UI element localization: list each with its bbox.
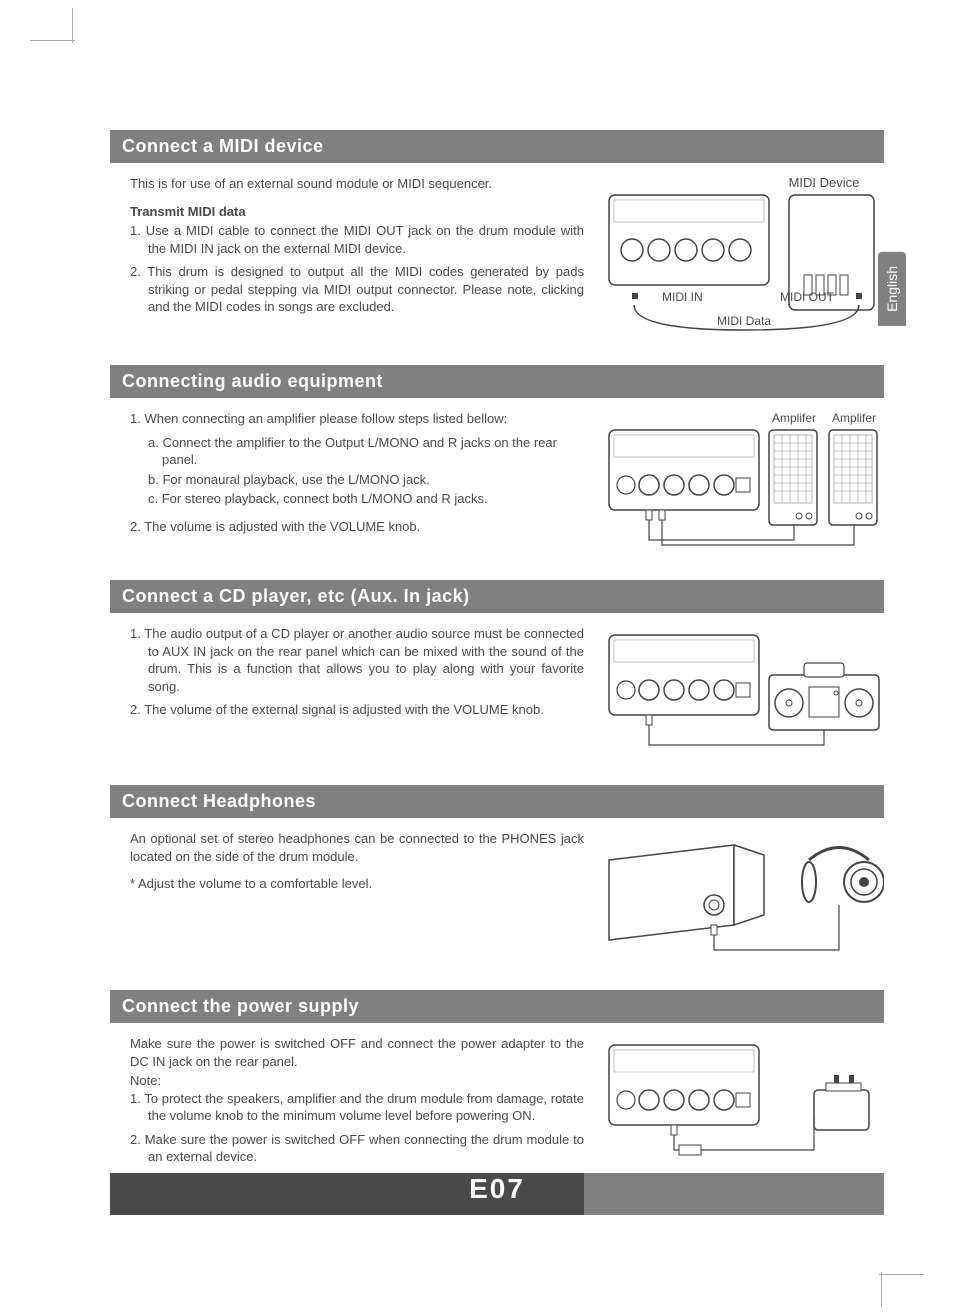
- audio-sub-c: c. For stereo playback, connect both L/M…: [130, 490, 584, 508]
- midi-diagram: MIDI Device MIDI IN MIDI OUT MIDI Data: [604, 175, 884, 345]
- audio-sub-a: a. Connect the amplifier to the Output L…: [130, 434, 584, 469]
- power-item-1: 1. To protect the speakers, amplifier an…: [130, 1090, 584, 1125]
- audio-item-1: 1. When connecting an amplifier please f…: [130, 410, 584, 428]
- power-item-2: 2. Make sure the power is switched OFF w…: [130, 1131, 584, 1166]
- svg-text:Amplifer: Amplifer: [832, 411, 876, 425]
- section-header-power: Connect the power supply: [110, 990, 884, 1023]
- page-number: E07: [469, 1173, 525, 1205]
- audio-diagram: Amplifer Amplifer: [604, 410, 884, 560]
- power-intro: Make sure the power is switched OFF and …: [130, 1035, 584, 1070]
- section-header-headphones: Connect Headphones: [110, 785, 884, 818]
- language-tab: English: [878, 252, 906, 326]
- label-midi-device: MIDI Device: [789, 175, 860, 190]
- hp-note: * Adjust the volume to a comfortable lev…: [130, 875, 584, 893]
- midi-item-1: 1. Use a MIDI cable to connect the MIDI …: [130, 222, 584, 257]
- svg-text:MIDI OUT: MIDI OUT: [780, 290, 835, 304]
- power-diagram: [604, 1035, 884, 1165]
- svg-text:Amplifer: Amplifer: [772, 411, 816, 425]
- page-footer: E07: [110, 1173, 884, 1215]
- audio-item-2: 2. The volume is adjusted with the VOLUM…: [130, 518, 584, 536]
- svg-text:MIDI Data: MIDI Data: [717, 314, 771, 328]
- midi-subhead: Transmit MIDI data: [130, 203, 584, 221]
- svg-text:MIDI IN: MIDI IN: [662, 290, 703, 304]
- midi-item-2: 2. This drum is designed to output all t…: [130, 263, 584, 316]
- section-header-cd: Connect a CD player, etc (Aux. In jack): [110, 580, 884, 613]
- section-header-midi: Connect a MIDI device: [110, 130, 884, 163]
- cd-diagram: [604, 625, 884, 765]
- cd-item-2: 2. The volume of the external signal is …: [130, 701, 584, 719]
- headphones-diagram: [604, 830, 884, 970]
- hp-intro: An optional set of stereo headphones can…: [130, 830, 584, 865]
- midi-intro: This is for use of an external sound mod…: [130, 175, 584, 193]
- power-note-label: Note:: [130, 1072, 584, 1090]
- cd-item-1: 1. The audio output of a CD player or an…: [130, 625, 584, 695]
- section-header-audio: Connecting audio equipment: [110, 365, 884, 398]
- audio-sub-b: b. For monaural playback, use the L/MONO…: [130, 471, 584, 489]
